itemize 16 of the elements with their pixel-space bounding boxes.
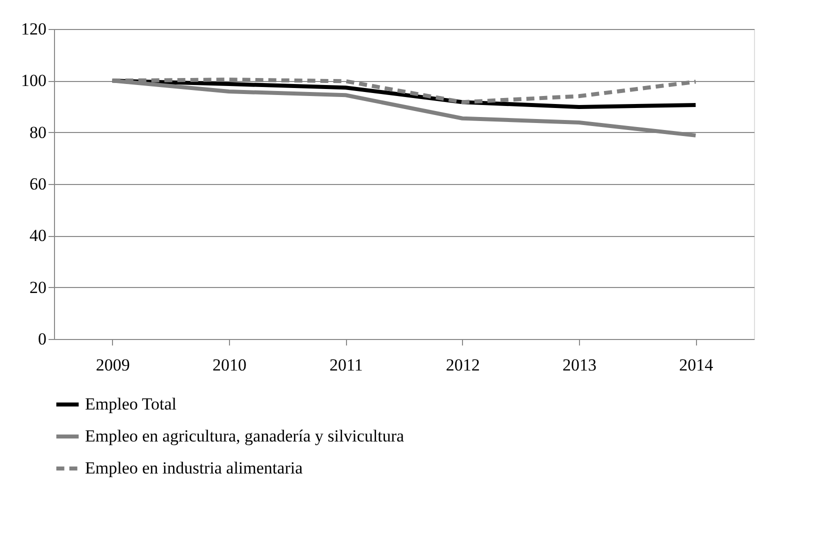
y-tick-label: 60 (30, 174, 46, 194)
y-tick-label: 120 (21, 20, 46, 38)
legend-label: Empleo en industria alimentaria (85, 458, 304, 478)
legend-label: Empleo Total (85, 394, 177, 414)
y-tick-label: 20 (30, 278, 46, 297)
y-tick-label: 0 (38, 330, 46, 348)
y-tick-label: 100 (21, 71, 46, 90)
y-tick-label: 40 (30, 226, 46, 246)
x-tick-label: 2011 (329, 356, 363, 374)
x-tick-label: 2012 (446, 356, 480, 374)
x-tick-label: 2014 (679, 356, 714, 374)
x-tick-label: 2010 (212, 356, 246, 374)
y-tick-label: 80 (30, 122, 46, 142)
x-tick-label: 2013 (562, 356, 596, 374)
x-tick-label: 2009 (96, 356, 130, 374)
legend-label: Empleo en agricultura, ganadería y silvicultura (85, 426, 405, 446)
